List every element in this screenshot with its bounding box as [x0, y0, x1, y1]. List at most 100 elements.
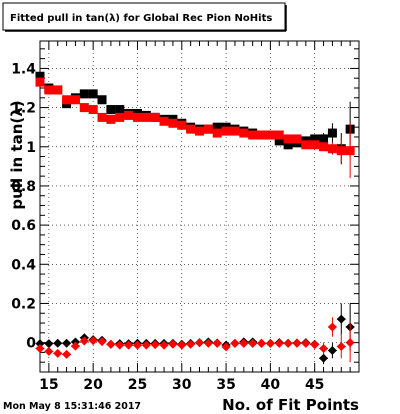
data-point-diamond	[248, 338, 258, 348]
data-point-square	[186, 124, 196, 134]
series-3	[35, 317, 355, 363]
axes: 15 20 25 30 35 40 45 0 0.2 0.4 0.6 0.8 1 1.2 1.4	[11, 41, 360, 393]
y-tick-label: 0.6	[11, 218, 36, 234]
data-point-diamond	[70, 341, 80, 351]
data-point-diamond	[283, 338, 293, 348]
series-1	[35, 77, 355, 179]
data-point-diamond	[239, 338, 249, 348]
y-tick-label: 1.2	[11, 101, 36, 117]
data-point-diamond	[345, 338, 355, 348]
chart-title: Fitted pull in tan(λ) for Global Rec Pio…	[10, 13, 272, 24]
data-point-diamond	[53, 338, 63, 348]
data-point-diamond	[319, 353, 329, 363]
data-point-diamond	[336, 342, 346, 352]
data-point-square	[88, 105, 98, 115]
data-point-square	[195, 126, 204, 136]
data-point-square	[212, 122, 222, 132]
data-point-square	[257, 130, 267, 140]
data-point-diamond	[327, 345, 337, 355]
data-point-square	[150, 112, 160, 122]
data-point-diamond	[319, 343, 329, 353]
data-point-square	[301, 140, 311, 150]
data-point-diamond	[132, 340, 142, 350]
data-point-square	[124, 110, 134, 120]
data-point-diamond	[203, 338, 213, 348]
data-point-diamond	[327, 322, 337, 332]
data-point-square	[283, 134, 293, 144]
data-point-diamond	[212, 338, 222, 348]
data-point-square	[35, 71, 45, 81]
data-point-square	[203, 124, 213, 134]
data-point-square	[221, 126, 231, 136]
data-point-diamond	[301, 338, 311, 348]
data-point-diamond	[168, 339, 178, 349]
data-point-square	[265, 130, 275, 140]
data-point-diamond	[186, 339, 196, 349]
y-tick-label: 0.2	[11, 296, 36, 312]
data-point-diamond	[221, 342, 231, 352]
y-tick-label: 1.4	[11, 61, 36, 77]
data-point-square	[336, 146, 346, 156]
timestamp: Mon May 8 15:31:46 2017	[3, 401, 141, 412]
data-point-square	[106, 105, 116, 115]
y-tick-label: 0	[26, 336, 36, 352]
data-point-diamond	[177, 340, 187, 350]
data-point-square	[212, 128, 222, 138]
data-point-diamond	[257, 338, 267, 348]
data-point-diamond	[44, 346, 54, 356]
data-point-diamond	[97, 337, 107, 347]
data-point-diamond	[35, 339, 45, 349]
data-point-square	[97, 112, 107, 122]
data-point-diamond	[53, 348, 63, 358]
data-point-square	[53, 85, 63, 95]
data-point-square	[177, 120, 187, 130]
data-point-diamond	[115, 340, 125, 350]
data-point-diamond	[88, 336, 98, 346]
data-point-square	[106, 114, 116, 124]
title-box	[2, 2, 286, 31]
data-point-square	[132, 112, 142, 122]
data-point-square	[79, 103, 89, 113]
data-point-diamond	[159, 340, 169, 350]
x-tick-label: 30	[172, 377, 192, 393]
data-point-diamond	[274, 338, 284, 348]
y-tick-label: 0.8	[11, 179, 36, 195]
data-point-diamond	[141, 340, 151, 350]
data-point-square	[159, 116, 169, 126]
y-tick-label: 0.4	[11, 257, 36, 273]
x-tick-label: 25	[128, 377, 147, 393]
x-tick-label: 20	[83, 377, 103, 393]
x-tick-label: 15	[39, 377, 58, 393]
data-point-square	[97, 95, 107, 105]
data-point-diamond	[310, 340, 320, 350]
data-point-square	[319, 142, 329, 152]
data-point-square	[310, 134, 320, 144]
data-point-square	[292, 134, 302, 144]
data-point-diamond	[195, 338, 204, 348]
data-point-diamond	[124, 340, 134, 350]
data-point-square	[79, 89, 89, 99]
y-tick-label: 1	[26, 140, 36, 156]
data-point-square	[35, 77, 45, 87]
x-tick-label: 40	[261, 377, 281, 393]
x-tick-label: 35	[216, 377, 235, 393]
data-point-square	[283, 140, 293, 150]
y-axis-title: pull in tan(λ)	[8, 100, 26, 209]
data-point-square	[310, 140, 320, 150]
data-point-square	[327, 128, 337, 138]
data-point-square	[168, 118, 178, 128]
data-point-diamond	[265, 338, 275, 348]
data-marks	[35, 71, 355, 365]
data-point-square	[345, 146, 355, 156]
x-axis-title: No. of Fit Points	[222, 396, 359, 414]
data-point-diamond	[35, 343, 45, 353]
data-point-square	[115, 112, 125, 122]
data-point-square	[70, 95, 80, 105]
data-point-square	[274, 130, 284, 140]
data-point-diamond	[79, 336, 89, 346]
data-point-diamond	[44, 339, 54, 349]
data-point-square	[141, 112, 151, 122]
data-point-square	[248, 130, 258, 140]
data-point-diamond	[62, 349, 72, 359]
